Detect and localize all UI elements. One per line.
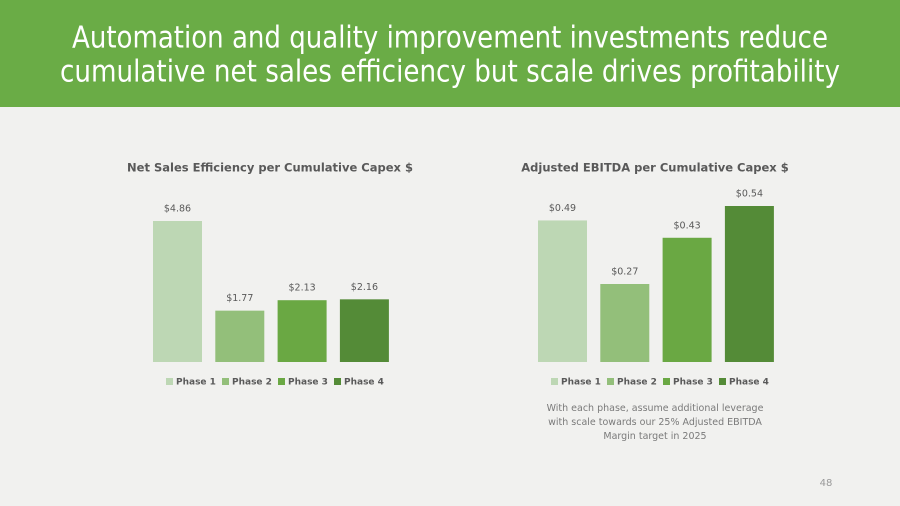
bar [215, 310, 265, 362]
bar [339, 299, 389, 362]
page-number: 48 [820, 478, 833, 489]
legend-label: Phase 3 [673, 378, 713, 388]
value-label: $2.16 [351, 282, 378, 293]
slide-title: Automation and quality improvement inves… [72, 21, 828, 56]
bar [600, 284, 650, 362]
value-label: $1.77 [226, 293, 253, 304]
value-label: $0.27 [611, 267, 638, 278]
legend-swatch [278, 378, 285, 385]
legend-label: Phase 3 [288, 378, 328, 388]
bar [277, 300, 327, 362]
legend-swatch [334, 378, 341, 385]
legend-label: Phase 1 [561, 378, 601, 388]
legend-swatch [166, 378, 173, 385]
slide-title: cumulative net sales efficiency but scal… [60, 55, 840, 90]
legend-swatch [551, 378, 558, 385]
value-label: $0.49 [549, 203, 576, 214]
legend-label: Phase 1 [176, 378, 216, 388]
legend-label: Phase 4 [729, 378, 769, 388]
legend-label: Phase 2 [232, 378, 272, 388]
legend-label: Phase 2 [617, 378, 657, 388]
chart-title: Adjusted EBITDA per Cumulative Capex $ [521, 161, 788, 175]
chart-title: Net Sales Efficiency per Cumulative Cape… [127, 161, 413, 175]
legend-label: Phase 4 [344, 378, 384, 388]
value-label: $4.86 [164, 204, 191, 215]
legend-swatch [719, 378, 726, 385]
legend-swatch [222, 378, 229, 385]
value-label: $0.54 [736, 189, 763, 200]
bar [724, 206, 774, 362]
bar [538, 220, 587, 362]
bar [662, 237, 712, 362]
bar [153, 221, 202, 362]
legend-swatch [663, 378, 670, 385]
value-label: $0.43 [673, 220, 700, 231]
note: With each phase, assume additional lever… [546, 403, 764, 442]
legend-swatch [607, 378, 614, 385]
title-bar [0, 0, 900, 107]
value-label: $2.13 [288, 283, 315, 294]
